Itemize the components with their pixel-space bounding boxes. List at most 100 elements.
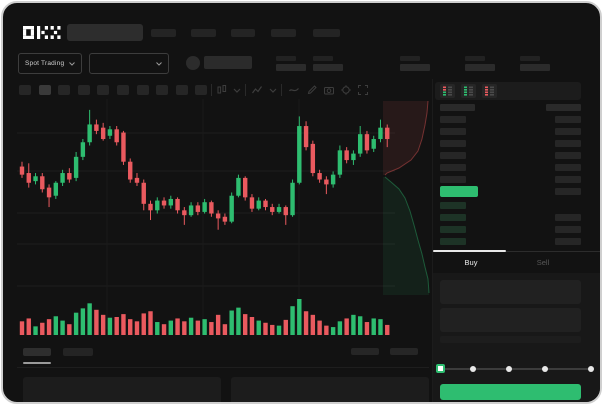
bid-row-price[interactable] [440, 238, 466, 245]
buy-button[interactable] [440, 384, 581, 400]
ask-row-amount [555, 164, 581, 171]
stat-value-placeholder [400, 64, 430, 71]
slider-handle[interactable] [436, 364, 445, 373]
ask-row-price[interactable] [440, 176, 466, 183]
trade-tabs-topline [433, 251, 600, 252]
depth-asks-area [383, 101, 428, 175]
orderbook-toolbar-strip [435, 82, 581, 100]
bid-row-amount [555, 214, 581, 221]
slider-stop[interactable] [470, 366, 476, 372]
amount-input[interactable] [440, 308, 581, 332]
nav-item[interactable] [151, 29, 176, 37]
total-row-placeholder [440, 336, 581, 343]
stat-value-placeholder [520, 64, 550, 71]
ask-row-amount [555, 140, 581, 147]
interval-button[interactable] [175, 85, 188, 95]
volume-bars [19, 299, 390, 335]
stat-value-placeholder [465, 64, 495, 71]
interval-button[interactable] [97, 85, 110, 95]
orderbook-combined-icon [443, 86, 452, 96]
slider-stop[interactable] [588, 366, 594, 372]
panel-divider [432, 79, 433, 402]
stat-label-placeholder [400, 56, 420, 61]
bottom-divider [17, 367, 429, 368]
bottom-tab[interactable] [23, 348, 51, 356]
okx-logo [23, 26, 61, 39]
interval-button[interactable] [19, 85, 31, 95]
bottom-active-underline [23, 362, 51, 364]
price-input[interactable] [440, 280, 581, 304]
last-price-badge[interactable] [440, 186, 478, 197]
orderbook-asks-icon[interactable] [482, 84, 497, 98]
tab-sell[interactable]: Sell [536, 258, 550, 267]
candlestick-chart[interactable] [17, 99, 395, 339]
stat-value-placeholder [276, 64, 306, 71]
gear-icon[interactable] [340, 84, 352, 96]
chevron-down-icon[interactable] [231, 84, 243, 96]
orderbook-bids-icon [464, 86, 473, 96]
ask-row-price[interactable] [440, 140, 466, 147]
candlesticks [19, 109, 390, 230]
interval-button[interactable] [156, 85, 169, 95]
interval-button[interactable] [38, 85, 51, 95]
market-type-label: Spot Trading [25, 60, 65, 67]
toolbar-divider [211, 84, 212, 96]
toolbar-divider [281, 84, 282, 96]
candle-type-icon[interactable] [216, 84, 228, 96]
active-tab-indicator [433, 250, 506, 252]
depth-bids-line [384, 176, 430, 294]
bid-row-price[interactable] [440, 226, 466, 233]
slider-stop[interactable] [542, 366, 548, 372]
indicators-icon[interactable] [251, 84, 263, 96]
tab-buy[interactable]: Buy [464, 258, 478, 267]
stat-label-placeholder [276, 56, 296, 61]
orderbook-header-left [440, 104, 475, 111]
interval-button[interactable] [136, 85, 149, 95]
nav-item[interactable] [271, 29, 296, 37]
ask-row-price[interactable] [440, 164, 466, 171]
slider-stop[interactable] [506, 366, 512, 372]
pair-dropdown[interactable] [89, 53, 169, 74]
search-input[interactable] [67, 24, 143, 41]
nav-item[interactable] [231, 29, 255, 37]
orders-panel-left [23, 377, 221, 402]
coin-icon [186, 56, 200, 70]
nav-item[interactable] [191, 29, 216, 37]
ask-row-amount [555, 116, 581, 123]
slider-track[interactable] [440, 368, 591, 370]
ask-row-amount [555, 176, 581, 183]
last-price-amount [555, 188, 581, 195]
pencil-icon[interactable] [306, 84, 318, 96]
camera-icon[interactable] [323, 84, 335, 96]
ask-row-price[interactable] [440, 128, 466, 135]
depth-chart [383, 100, 430, 295]
line-style-icon[interactable] [288, 84, 300, 96]
orderbook-combined-icon[interactable] [440, 84, 455, 98]
chevron-down-icon[interactable] [267, 84, 279, 96]
bottom-tab[interactable] [63, 348, 93, 356]
expand-icon[interactable] [357, 84, 369, 96]
bid-row-price[interactable] [440, 202, 466, 209]
orderbook-bids-icon[interactable] [461, 84, 476, 98]
toolbar-divider [245, 84, 246, 96]
stat-label-placeholder [313, 56, 333, 61]
bottom-right-control[interactable] [390, 348, 418, 355]
depth-bids-area [383, 177, 429, 295]
ask-row-amount [555, 128, 581, 135]
bottom-right-control[interactable] [351, 348, 379, 355]
nav-item[interactable] [313, 29, 340, 37]
market-type-dropdown[interactable]: Spot Trading [18, 53, 82, 74]
ask-row-price[interactable] [440, 116, 466, 123]
orders-panel-right [231, 377, 429, 402]
pair-price-placeholder [204, 56, 252, 69]
interval-button[interactable] [195, 85, 208, 95]
interval-button[interactable] [77, 85, 90, 95]
stat-value-placeholder [313, 64, 343, 71]
interval-button[interactable] [58, 85, 71, 95]
bid-row-price[interactable] [440, 214, 466, 221]
interval-button[interactable] [117, 85, 129, 95]
orderbook-header-right [546, 104, 581, 111]
ask-row-price[interactable] [440, 152, 466, 159]
